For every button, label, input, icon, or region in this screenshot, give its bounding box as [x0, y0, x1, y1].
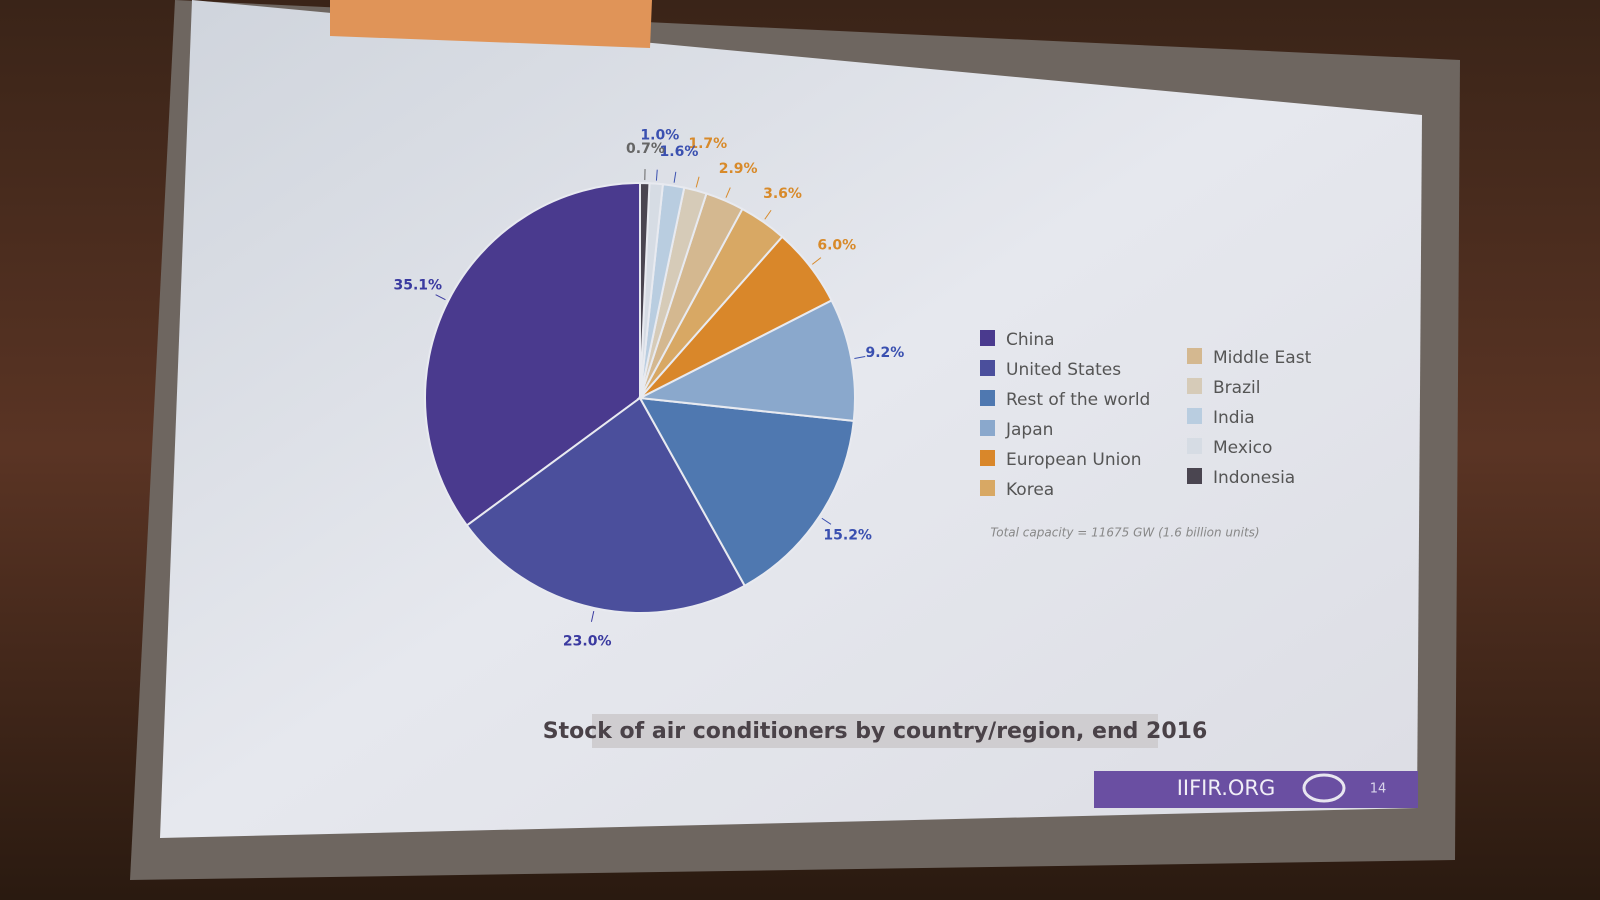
- pie-slice: [465, 396, 747, 614]
- data-label: 23.0%: [563, 633, 612, 649]
- data-label: 1.7%: [688, 136, 727, 152]
- pie-slice: [424, 181, 641, 527]
- leader-line: [673, 171, 677, 183]
- chart-title: Stock of air conditioners by country/reg…: [543, 719, 1208, 744]
- legend-swatch: [1187, 408, 1202, 424]
- data-label: 6.0%: [817, 237, 856, 253]
- legend-label: Indonesia: [1213, 468, 1295, 488]
- legend-swatch: [980, 480, 995, 496]
- data-label: 9.2%: [865, 345, 904, 361]
- accent-bar: [330, 0, 652, 48]
- footer-logo: [1302, 773, 1346, 803]
- legend-label: United States: [1006, 360, 1121, 380]
- legend-swatch: [1187, 438, 1202, 454]
- legend-label: European Union: [1006, 450, 1142, 470]
- legend-label: Mexico: [1213, 438, 1272, 458]
- leader-line: [764, 209, 772, 220]
- pie-slice: [639, 181, 651, 399]
- legend-label: Middle East: [1213, 348, 1312, 368]
- leader-line: [655, 169, 658, 181]
- legend-label: Japan: [1005, 420, 1053, 440]
- pie-slice: [636, 299, 856, 423]
- leader-line: [811, 257, 822, 265]
- leader-line: [854, 356, 866, 359]
- data-label: 1.6%: [660, 144, 699, 160]
- legend-swatch: [980, 390, 995, 406]
- leader-line: [821, 517, 832, 525]
- data-label: 35.1%: [393, 278, 442, 294]
- note: Total capacity = 11675 GW (1.6 billion u…: [990, 526, 1259, 540]
- legend-label: China: [1006, 330, 1055, 350]
- legend-swatch: [980, 420, 995, 436]
- footer-page: 14: [1370, 782, 1387, 797]
- title-box: [592, 714, 1158, 748]
- legend-label: Rest of the world: [1006, 390, 1150, 410]
- leader-line: [590, 610, 595, 622]
- data-label: 2.9%: [719, 161, 758, 177]
- footer-bar: [1094, 771, 1418, 808]
- data-label: 1.0%: [640, 128, 679, 144]
- data-label: 3.6%: [763, 186, 802, 202]
- leader-line: [435, 294, 446, 301]
- legend-swatch: [980, 450, 995, 466]
- data-label: 0.7%: [626, 141, 665, 157]
- leader-line: [725, 187, 731, 198]
- legend-swatch: [980, 330, 995, 346]
- legend-swatch: [980, 360, 995, 376]
- legend-label: India: [1213, 408, 1255, 428]
- legend-label: Korea: [1006, 480, 1054, 500]
- legend-label: Brazil: [1213, 378, 1260, 398]
- pie-slice: [638, 396, 855, 588]
- footer-site: IIFIR.ORG: [1177, 776, 1276, 800]
- leader-line: [695, 176, 700, 188]
- legend-swatch: [1187, 348, 1202, 364]
- data-label: 15.2%: [823, 527, 872, 543]
- legend-swatch: [1187, 468, 1202, 484]
- legend-swatch: [1187, 378, 1202, 394]
